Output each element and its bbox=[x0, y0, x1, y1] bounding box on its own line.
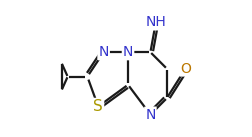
Text: S: S bbox=[93, 99, 103, 114]
Text: NH: NH bbox=[145, 15, 166, 29]
Text: O: O bbox=[180, 62, 191, 75]
Text: N: N bbox=[99, 45, 109, 59]
Text: N: N bbox=[145, 108, 155, 122]
Text: N: N bbox=[123, 45, 133, 59]
